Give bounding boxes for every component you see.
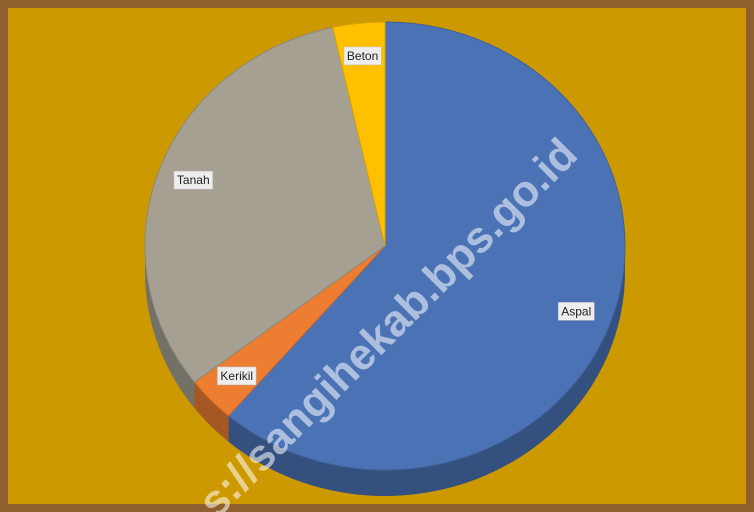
data-label: Aspal (558, 302, 595, 321)
label-text: Aspal (561, 304, 591, 318)
slice-side (228, 246, 625, 497)
pie-slice (144, 26, 386, 383)
slice-side (145, 246, 195, 409)
data-label: Tanah (173, 170, 213, 190)
label-text: Beton (347, 49, 378, 63)
slice-side (194, 382, 229, 442)
label-box (343, 46, 382, 66)
data-label: Kerikil (217, 366, 257, 386)
label-text: Kerikil (220, 369, 253, 383)
pie-slice (332, 21, 386, 247)
label-box (217, 366, 257, 386)
label-text: Tanah (177, 173, 210, 187)
label-box (173, 170, 213, 190)
label-box (558, 302, 595, 321)
pie-slice (227, 21, 626, 471)
data-label: Beton (343, 46, 382, 66)
